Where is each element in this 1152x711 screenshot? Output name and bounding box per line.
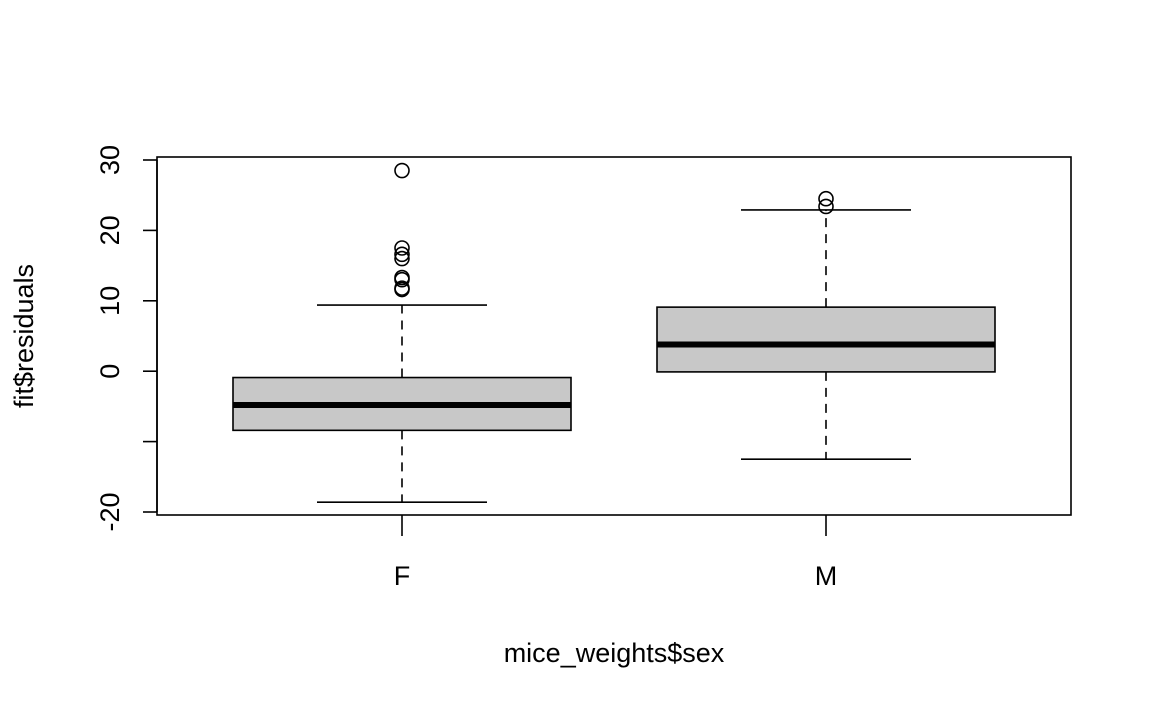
outlier-point [394,271,410,288]
outlier-point [818,190,834,207]
x-axis-label: mice_weights$sex [504,638,725,668]
outlier-point [394,281,410,298]
y-tick-label: -20 [95,492,125,531]
y-axis: -20 0 10 20 30 [95,145,158,532]
outlier-point [394,240,410,256]
outlier-point [394,246,410,263]
box-M [656,190,996,461]
outlier-point [818,198,834,215]
box-F [232,162,572,503]
y-tick-label: 20 [95,215,125,245]
y-tick-label: 10 [95,286,125,316]
y-axis-label: fit$residuals [9,264,39,408]
boxes-layer [232,162,996,503]
outlier-point [394,250,410,267]
y-tick-label: 0 [95,364,125,379]
iqr-box [656,306,996,373]
x-tick-label: F [394,561,411,591]
y-tick-label: 30 [95,145,125,175]
outlier-point [394,162,410,179]
x-tick-label: M [815,561,838,591]
